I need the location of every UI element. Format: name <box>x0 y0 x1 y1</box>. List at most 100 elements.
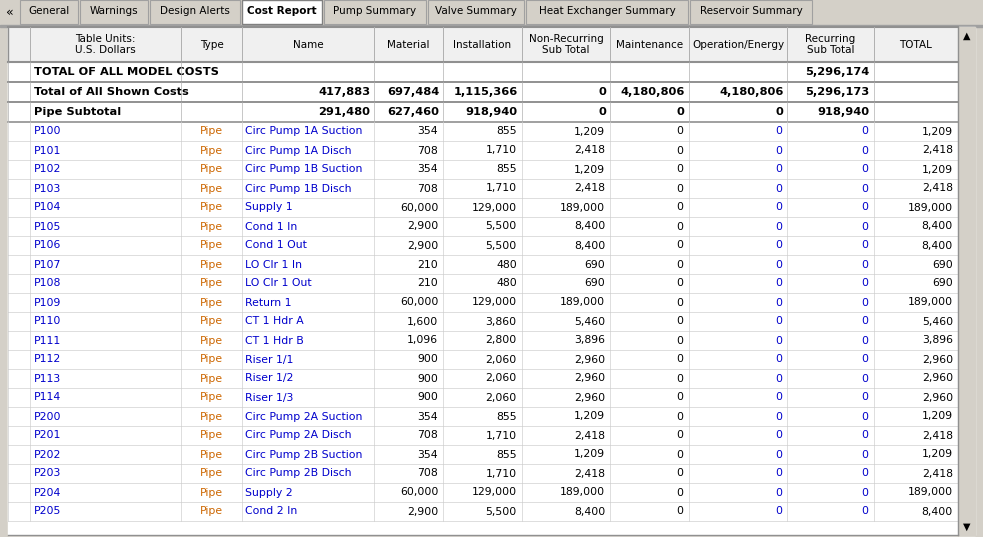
Text: 189,000: 189,000 <box>560 297 605 308</box>
Text: 2,418: 2,418 <box>574 431 605 440</box>
Text: P112: P112 <box>34 354 61 365</box>
Text: P204: P204 <box>34 488 61 497</box>
Text: 0: 0 <box>776 488 782 497</box>
FancyBboxPatch shape <box>150 0 240 24</box>
Text: Pipe Subtotal: Pipe Subtotal <box>34 107 121 117</box>
Text: 2,418: 2,418 <box>574 146 605 156</box>
Text: 0: 0 <box>676 221 683 231</box>
Text: 480: 480 <box>496 279 517 288</box>
Text: 0: 0 <box>776 449 782 460</box>
Text: 690: 690 <box>584 279 605 288</box>
Text: 0: 0 <box>862 279 869 288</box>
Text: Circ Pump 2B Disch: Circ Pump 2B Disch <box>245 468 351 478</box>
Text: 129,000: 129,000 <box>472 488 517 497</box>
Text: 0: 0 <box>862 241 869 250</box>
Text: 0: 0 <box>676 146 683 156</box>
Text: 354: 354 <box>418 164 438 175</box>
Bar <box>8 312 958 331</box>
Text: 1,209: 1,209 <box>922 127 953 136</box>
Text: P102: P102 <box>34 164 61 175</box>
Text: 1,209: 1,209 <box>922 411 953 422</box>
FancyBboxPatch shape <box>324 0 426 24</box>
Text: Pipe: Pipe <box>201 449 223 460</box>
Bar <box>8 179 958 198</box>
Bar <box>8 293 958 312</box>
Text: 1,096: 1,096 <box>407 336 438 345</box>
FancyBboxPatch shape <box>690 0 812 24</box>
Text: 0: 0 <box>598 107 606 117</box>
Text: Pipe: Pipe <box>201 127 223 136</box>
Text: 2,960: 2,960 <box>922 374 953 383</box>
Text: 0: 0 <box>862 184 869 193</box>
Text: 2,960: 2,960 <box>574 354 605 365</box>
Text: 0: 0 <box>776 259 782 270</box>
Text: «: « <box>6 6 14 19</box>
Text: Pipe: Pipe <box>201 431 223 440</box>
Text: 1,209: 1,209 <box>922 449 953 460</box>
Text: Circ Pump 2B Suction: Circ Pump 2B Suction <box>245 449 363 460</box>
Text: 0: 0 <box>862 506 869 517</box>
Text: 0: 0 <box>776 336 782 345</box>
Text: 0: 0 <box>676 164 683 175</box>
Text: Circ Pump 2A Disch: Circ Pump 2A Disch <box>245 431 351 440</box>
Text: Circ Pump 1B Disch: Circ Pump 1B Disch <box>245 184 351 193</box>
Text: 2,060: 2,060 <box>486 374 517 383</box>
Text: Riser 1/1: Riser 1/1 <box>245 354 293 365</box>
Text: 0: 0 <box>862 488 869 497</box>
Text: Recurring
Sub Total: Recurring Sub Total <box>805 34 855 55</box>
Text: 189,000: 189,000 <box>908 297 953 308</box>
Bar <box>8 62 958 82</box>
Text: 210: 210 <box>418 259 438 270</box>
Text: P202: P202 <box>34 449 61 460</box>
Text: P203: P203 <box>34 468 61 478</box>
Bar <box>958 27 975 44</box>
Bar <box>8 388 958 407</box>
Text: 900: 900 <box>418 374 438 383</box>
Text: 697,484: 697,484 <box>387 87 439 97</box>
Text: 0: 0 <box>862 411 869 422</box>
Bar <box>8 141 958 160</box>
Text: Name: Name <box>293 40 323 49</box>
Bar <box>8 407 958 426</box>
Text: 0: 0 <box>776 374 782 383</box>
Text: Valve Summary: Valve Summary <box>435 6 517 17</box>
Text: 129,000: 129,000 <box>472 297 517 308</box>
Text: 8,400: 8,400 <box>574 241 605 250</box>
Bar <box>8 160 958 179</box>
Text: Cond 1 In: Cond 1 In <box>245 221 297 231</box>
Text: 1,710: 1,710 <box>486 468 517 478</box>
Text: 8,400: 8,400 <box>922 506 953 517</box>
Text: Pipe: Pipe <box>201 506 223 517</box>
Text: 210: 210 <box>418 279 438 288</box>
Bar <box>8 198 958 217</box>
Text: 0: 0 <box>862 468 869 478</box>
Text: 0: 0 <box>676 449 683 460</box>
Text: Riser 1/2: Riser 1/2 <box>245 374 293 383</box>
Text: 0: 0 <box>862 221 869 231</box>
Text: 0: 0 <box>676 411 683 422</box>
Text: 0: 0 <box>676 374 683 383</box>
Text: 60,000: 60,000 <box>400 297 438 308</box>
Text: 291,480: 291,480 <box>318 107 371 117</box>
Text: 2,960: 2,960 <box>922 354 953 365</box>
Text: P111: P111 <box>34 336 61 345</box>
Text: 690: 690 <box>932 279 953 288</box>
Text: 855: 855 <box>496 127 517 136</box>
Text: 2,418: 2,418 <box>922 146 953 156</box>
Text: P108: P108 <box>34 279 61 288</box>
Text: 855: 855 <box>496 164 517 175</box>
Text: Pipe: Pipe <box>201 202 223 213</box>
Text: 2,960: 2,960 <box>574 393 605 403</box>
Text: 0: 0 <box>598 87 606 97</box>
Text: Supply 2: Supply 2 <box>245 488 293 497</box>
Text: Reservoir Summary: Reservoir Summary <box>700 6 802 17</box>
Bar <box>8 426 958 445</box>
Text: 1,710: 1,710 <box>486 431 517 440</box>
Text: 0: 0 <box>676 241 683 250</box>
FancyBboxPatch shape <box>526 0 688 24</box>
Text: 0: 0 <box>676 488 683 497</box>
Text: 708: 708 <box>418 146 438 156</box>
Text: 354: 354 <box>418 449 438 460</box>
Text: 918,940: 918,940 <box>466 107 518 117</box>
Text: P106: P106 <box>34 241 61 250</box>
